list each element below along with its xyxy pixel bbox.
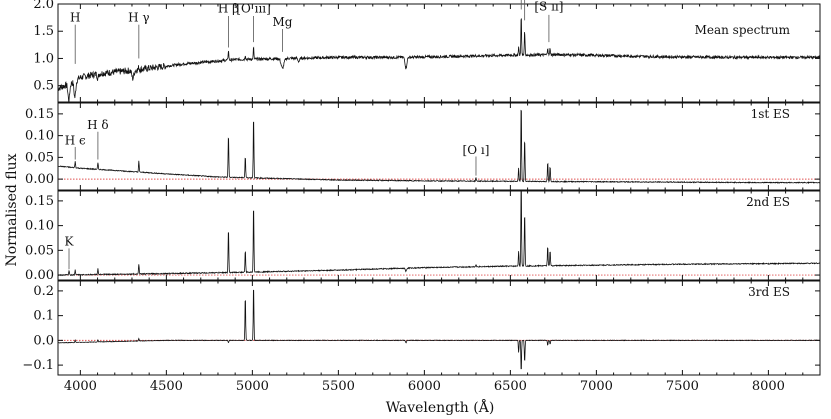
y-tick-label: 0.00: [25, 268, 54, 283]
x-tick-label: 6000: [408, 379, 441, 394]
panel-3: −0.1 0.0 0.1 0.2 3rd ES 4000 4500 5000 5500 6000 6…: [22, 280, 821, 394]
panel-label: Mean spectrum: [695, 23, 791, 37]
annotation-label: [S ıı]: [534, 0, 563, 14]
annotation-label: H: [70, 10, 80, 24]
spectrum-line-0: [57, 18, 821, 102]
x-axis-label: Wavelength (Å): [386, 398, 495, 416]
y-tick-label: 0.15: [25, 194, 54, 209]
annotation-label: K: [65, 234, 75, 248]
annotation-label: [O ııı]: [236, 2, 271, 16]
panel-frame: [57, 280, 821, 376]
panel-frame: [57, 3, 821, 103]
panel-0: 0.5 1.0 1.5 2.0 Mean spectrum H H γ H β[O ııı]M…: [33, 0, 821, 103]
y-tick-label: 0.10: [25, 129, 54, 144]
y-tick-label: 0.10: [25, 219, 54, 234]
panel-label: 1st ES: [751, 107, 790, 121]
x-tick-label: 7000: [580, 379, 613, 394]
y-axis-label: Normalised flux: [4, 153, 20, 266]
y-tick-label: 0.05: [25, 150, 54, 165]
panel-frame: [57, 190, 821, 281]
panels-layer: 0.5 1.0 1.5 2.0 Mean spectrum H H γ H β[O ııı]M…: [22, 0, 821, 394]
y-tick-label: 0.1: [33, 309, 54, 324]
y-tick-label: 0.15: [25, 107, 54, 122]
y-tick-label: 0.0: [33, 333, 54, 348]
spectrum-line-3: [58, 289, 820, 370]
y-tick-label: 0.5: [33, 79, 54, 94]
y-tick-label: 0.00: [25, 172, 54, 187]
panel-label: 3rd ES: [748, 285, 790, 299]
y-tick-label: 2.0: [33, 0, 54, 12]
spectrum-line-1: [57, 109, 821, 185]
x-tick-label: 4500: [150, 379, 183, 394]
panel-2: 0.00 0.05 0.10 0.15 2nd ES K: [25, 190, 821, 283]
panel-frame: [57, 102, 821, 191]
y-tick-label: 0.05: [25, 243, 54, 258]
y-tick-label: 0.2: [33, 284, 54, 299]
y-tick-label: 1.0: [33, 51, 54, 66]
x-tick-label: 8000: [752, 379, 785, 394]
annotation-label: H γ: [128, 10, 149, 24]
x-tick-label: 4000: [64, 379, 97, 394]
spectrum-line-2: [57, 191, 821, 277]
annotation-label: Mg: [272, 15, 292, 29]
y-tick-label: 1.5: [33, 24, 54, 39]
y-tick-label: −0.1: [22, 358, 54, 373]
annotation-label: H β: [218, 2, 239, 16]
panel-1: 0.00 0.05 0.10 0.15 1st ES H δH ϵ [O ı]: [25, 102, 821, 191]
annotation-label: [O ı]: [463, 143, 490, 157]
x-tick-label: 5500: [322, 379, 355, 394]
x-tick-label: 5000: [236, 379, 269, 394]
annotation-label: H ϵ: [65, 133, 86, 147]
x-tick-label: 6500: [494, 379, 527, 394]
panel-label: 2nd ES: [746, 195, 790, 209]
x-tick-label: 7500: [666, 379, 699, 394]
annotation-label: H δ: [87, 118, 109, 132]
